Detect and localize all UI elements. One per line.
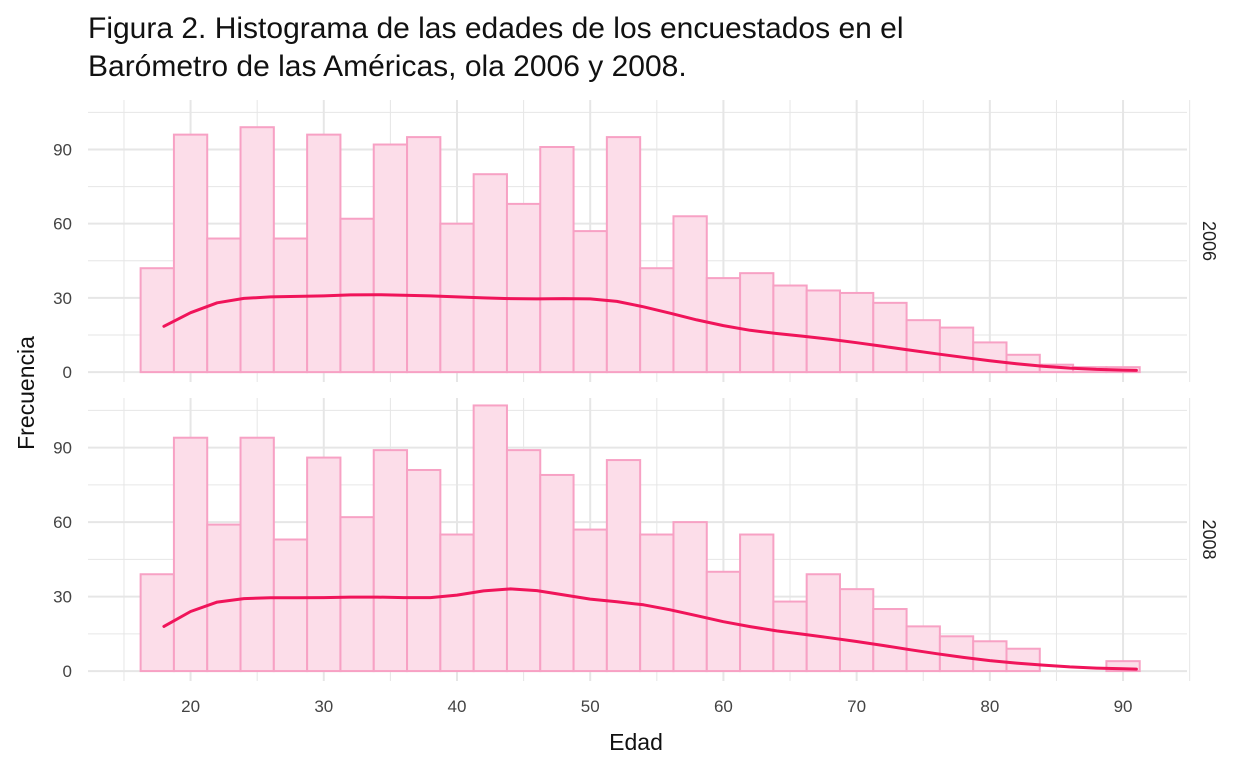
histogram-bar xyxy=(872,301,908,374)
histogram-bar xyxy=(805,289,841,374)
x-axis: 20 30 40 50 60 70 80 90 xyxy=(181,697,1132,716)
histogram-bar xyxy=(672,215,708,374)
histogram-bar xyxy=(838,588,875,673)
y-tick-label: 0 xyxy=(63,662,72,681)
histogram-bar xyxy=(972,341,1008,374)
histogram-bar xyxy=(239,436,275,673)
facet-strip-label: 2008 xyxy=(1199,519,1219,559)
density-curve xyxy=(162,587,1138,671)
histogram-bar xyxy=(339,516,375,673)
y-tick-label: 60 xyxy=(53,215,72,234)
histogram-bar xyxy=(539,473,575,673)
histogram-bar xyxy=(672,521,708,673)
histogram-bar xyxy=(805,573,841,673)
histogram-bar xyxy=(505,449,542,673)
y-tick-label: 90 xyxy=(53,140,72,159)
histogram-bar xyxy=(372,143,409,374)
histogram-bar xyxy=(1005,647,1041,673)
chart-title-line-2: Barómetro de las Américas, ola 2006 y 20… xyxy=(88,50,687,83)
histogram-bar xyxy=(539,146,575,374)
x-tick-label: 90 xyxy=(1114,697,1133,716)
y-tick-label: 90 xyxy=(53,439,72,458)
x-tick-label: 70 xyxy=(847,697,866,716)
histogram-bar xyxy=(572,230,608,374)
histogram-bar xyxy=(239,126,275,374)
histogram-bar xyxy=(639,533,675,673)
x-tick-label: 20 xyxy=(181,697,200,716)
facet-strip-label: 2006 xyxy=(1199,221,1219,261)
histogram-bar xyxy=(206,523,242,673)
histogram-bar xyxy=(505,202,542,374)
histogram-bar xyxy=(739,533,775,673)
histogram-bar xyxy=(772,284,808,374)
panel-2008: 0 30 60 90 2008 xyxy=(53,398,1219,681)
histogram-bar xyxy=(306,133,342,374)
histogram-bar xyxy=(705,570,742,673)
histogram-bar xyxy=(605,459,642,673)
chart-title-line-1: Figura 2. Histograma de las edades de lo… xyxy=(88,12,904,45)
histogram-bar xyxy=(306,456,342,673)
y-axis-title: Frecuencia xyxy=(13,336,39,450)
histogram-bar xyxy=(439,533,475,673)
x-tick-label: 50 xyxy=(581,697,600,716)
histogram-bar xyxy=(772,600,808,673)
histogram-bar xyxy=(372,449,409,673)
panel-2006: 0 30 60 90 2006 xyxy=(53,100,1219,382)
density-curve xyxy=(162,293,1138,372)
histogram-bar xyxy=(739,272,775,374)
histogram-bar xyxy=(406,136,442,374)
histogram-bar xyxy=(938,326,975,374)
y-tick-label: 60 xyxy=(53,513,72,532)
histogram-bar xyxy=(972,640,1008,673)
x-tick-label: 40 xyxy=(448,697,467,716)
y-tick-label: 30 xyxy=(53,588,72,607)
chart-title: Figura 2. Histograma de las edades de lo… xyxy=(88,10,1088,86)
x-tick-label: 80 xyxy=(980,697,999,716)
x-tick-label: 60 xyxy=(714,697,733,716)
histogram-bar xyxy=(838,291,875,374)
histogram-bar xyxy=(472,173,508,374)
histogram-bar xyxy=(1105,660,1141,673)
histogram-bar xyxy=(272,538,309,673)
histogram-bar xyxy=(272,237,309,374)
histogram-bar xyxy=(905,319,941,374)
histogram-bar xyxy=(406,468,442,673)
histogram-bar xyxy=(139,267,175,374)
histogram-bar xyxy=(172,436,209,673)
y-tick-label: 30 xyxy=(53,289,72,308)
x-tick-label: 30 xyxy=(314,697,333,716)
histogram-bar xyxy=(172,133,209,374)
histogram-bar xyxy=(605,136,642,374)
y-tick-label: 0 xyxy=(63,363,72,382)
facet-panels: 0 30 60 90 2006 0 30 60 90 2008 xyxy=(53,100,1219,681)
histogram-bar xyxy=(639,267,675,374)
x-axis-title: Edad xyxy=(609,729,663,755)
histogram-bar xyxy=(472,404,508,673)
histogram-bar xyxy=(872,608,908,673)
